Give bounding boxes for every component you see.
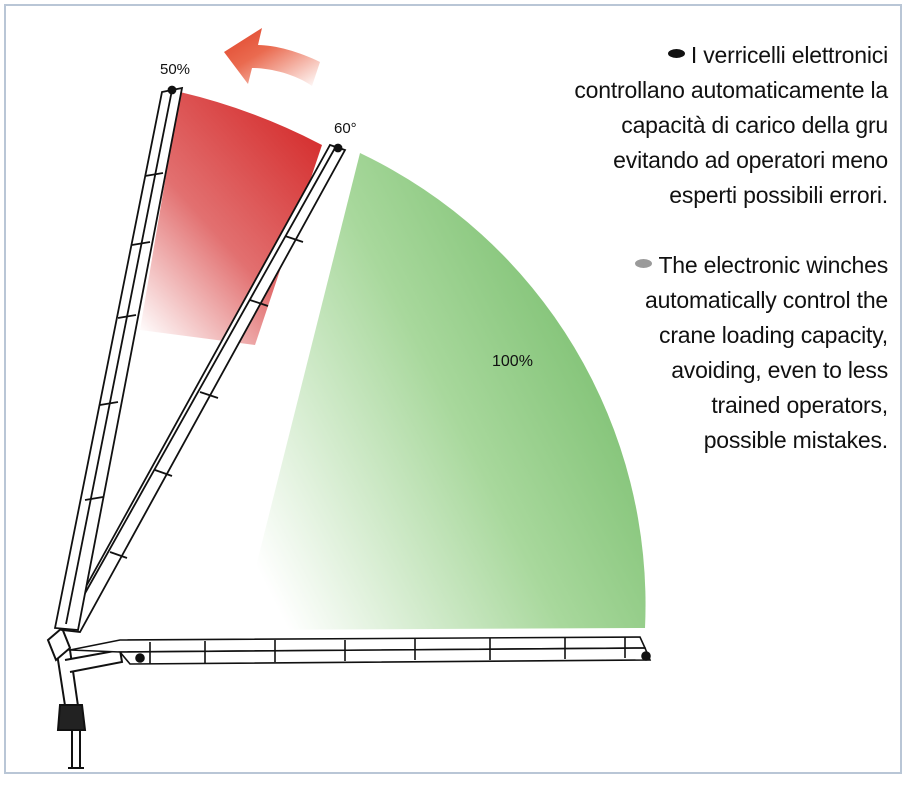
max-extension-label: 50% (160, 61, 190, 78)
safe-zone-label: 100% (492, 353, 533, 370)
text-line: automatically control the (644, 287, 888, 313)
text-line: trained operators, (711, 392, 888, 418)
crane-boom-60-degrees (60, 143, 347, 633)
crane-base (46, 626, 124, 769)
text-line: crane loading capacity, (659, 322, 888, 348)
text-line: I verricelli elettronici (468, 38, 888, 73)
angle-label: 60° (334, 120, 357, 137)
english-description: The electronic winches automatically con… (468, 248, 888, 458)
crane-boom-max-extension (53, 85, 184, 631)
text-line: evitando ad operatori meno (613, 147, 888, 173)
text-line: possible mistakes. (703, 427, 889, 453)
text-line: esperti possibili errori. (669, 182, 888, 208)
text-line-content: The electronic winches (658, 252, 888, 278)
italian-description: I verricelli elettronici controllano aut… (468, 38, 888, 213)
text-line: controllano automaticamente la (574, 77, 888, 103)
text-line: avoiding, even to less (671, 357, 888, 383)
gray-bullet-icon (635, 259, 653, 269)
crane-boom-horizontal (69, 636, 652, 665)
reduced-capacity-zone (140, 92, 322, 345)
direction-arrow-icon (224, 28, 320, 86)
text-line: capacità di carico della gru (621, 112, 888, 138)
full-capacity-zone (240, 153, 646, 630)
black-bullet-icon (667, 49, 685, 59)
text-line: The electronic winches (468, 248, 888, 283)
text-line-content: I verricelli elettronici (690, 42, 888, 68)
